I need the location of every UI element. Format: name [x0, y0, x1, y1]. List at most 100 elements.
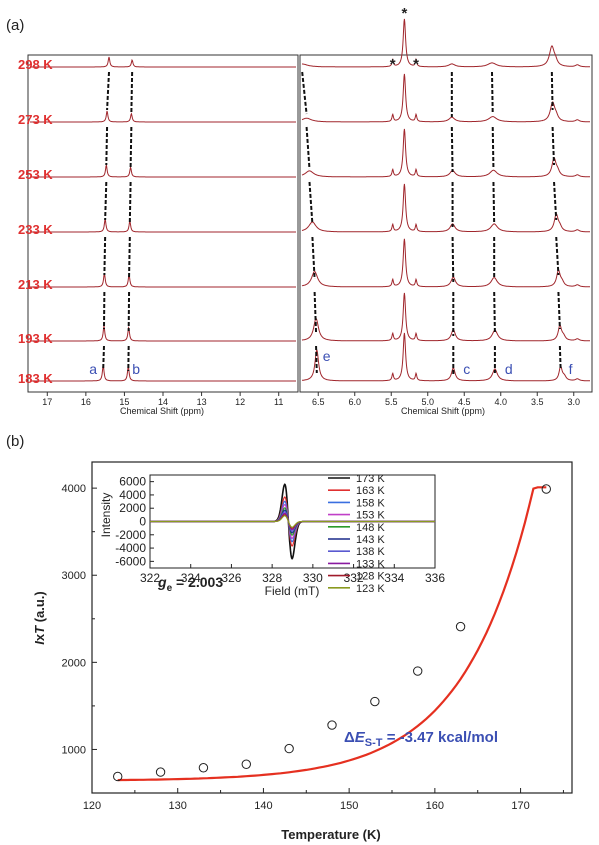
inset-x-tick-label: 334 [384, 571, 404, 585]
right-x-tick-label: 5.0 [421, 397, 434, 407]
temperature-label: 273 K [18, 112, 53, 127]
temperature-label: 253 K [18, 167, 53, 182]
peak-trend-a [104, 181, 108, 221]
left-x-tick-label: 15 [119, 397, 129, 407]
fit-curve [117, 486, 547, 782]
inset-x-tick-label: 336 [425, 571, 445, 585]
right-x-axis-title: Chemical Shift (ppm) [401, 406, 485, 416]
right-x-tick-label: 3.0 [567, 397, 580, 407]
left-x-tick-label: 12 [235, 397, 245, 407]
data-point [198, 763, 209, 773]
left-x-tick-label: 13 [197, 397, 207, 407]
inset-background [108, 473, 398, 601]
left-x-tick-label: 16 [81, 397, 91, 407]
legend-label: 138 K [356, 546, 385, 558]
peak-trend-a [105, 126, 109, 166]
nmr-trace-left [30, 273, 296, 288]
peak-trend-f [555, 236, 560, 276]
nmr-trace-right [301, 183, 590, 233]
legend-label: 128 K [356, 571, 385, 583]
peak-trend-b [128, 236, 131, 278]
peak-label-e: e [323, 348, 331, 364]
nmr-trace-left [30, 56, 296, 68]
peak-trend-d [492, 181, 496, 225]
data-point [413, 666, 423, 676]
panel-b-label: (b) [6, 433, 24, 450]
left-x-tick-label: 11 [274, 397, 283, 407]
b-x-tick-label: 140 [254, 800, 272, 812]
legend-label: 153 K [356, 510, 385, 522]
legend-label: 143 K [356, 534, 385, 546]
nmr-left-panel: 17 16 15 14 13 12 11 [27, 54, 299, 407]
nmr-trace-right [301, 238, 590, 288]
peak-trend-e [305, 126, 311, 170]
inset-x-tick-label: 328 [262, 571, 282, 585]
nmr-peak-trend-lines [102, 71, 562, 376]
ixt-plot: 120 130 140 150 160 170 1000 2000 3000 4000 [62, 461, 573, 812]
peak-trend-d [490, 71, 494, 115]
nmr-trace-right [302, 332, 590, 382]
right-x-tick-label: 4.0 [494, 397, 507, 407]
inset-x-axis-title: Field (mT) [265, 584, 320, 598]
right-x-tick-label: 4.5 [458, 397, 471, 407]
inset-y-tick-label: -6000 [115, 554, 146, 568]
peak-trend-b [130, 71, 134, 113]
left-x-tick-label: 17 [42, 397, 52, 407]
legend-label: 173 K [356, 473, 385, 485]
inset-y-tick-label: -4000 [115, 541, 146, 555]
peak-trend-b [128, 181, 132, 223]
right-x-tick-label: 5.5 [385, 397, 398, 407]
legend-label: 133 K [356, 558, 385, 570]
peak-trend-a [103, 236, 107, 276]
nmr-trace-left [30, 219, 296, 233]
solvent-star: * [401, 5, 407, 22]
peak-trend-c [450, 126, 454, 173]
left-x-axis-title: Chemical Shift (ppm) [120, 406, 204, 416]
inset-y-tick-label: 4000 [119, 488, 146, 502]
peak-trend-f [557, 291, 561, 330]
inset-x-tick-label: 330 [303, 571, 323, 585]
nmr-trace-right [301, 292, 590, 342]
nmr-trace-left [30, 325, 296, 342]
temperature-label: 233 K [18, 222, 53, 237]
peak-trend-e [301, 71, 308, 115]
right-x-tick-label: 6.0 [348, 397, 361, 407]
b-y-tick-label: 4000 [62, 483, 86, 495]
right-frame [299, 54, 593, 393]
right-x-tick-label: 6.5 [312, 397, 325, 407]
peak-trend-e [308, 181, 314, 225]
peak-label-a: a [89, 361, 97, 377]
peak-trend-e [313, 291, 318, 334]
data-point [113, 771, 123, 782]
b-y-tick-label: 3000 [62, 570, 86, 582]
peak-trend-f [550, 71, 554, 111]
peak-label-b: b [132, 361, 140, 377]
inset-y-axis-title: Intensity [99, 493, 113, 538]
nmr-trace-right [301, 73, 590, 123]
b-y-tick-label: 1000 [62, 744, 86, 756]
peak-trend-a [102, 345, 105, 370]
b-x-tick-label: 130 [169, 800, 187, 812]
nmr-peak-labels: a bec d f [89, 348, 572, 377]
peak-trend-d [491, 126, 495, 170]
b-x-tick-label: 170 [511, 800, 529, 812]
b-y-axis-title: IxT (a.u.) [32, 591, 47, 644]
epr-inset: 322 324 326 328 330 332 334 336 6000400020000-20… [108, 473, 445, 601]
b-x-tick-label: 160 [426, 800, 444, 812]
solvent-star: * [413, 56, 419, 73]
panel-a-label: (a) [6, 17, 24, 34]
peak-trend-f [551, 126, 556, 166]
nmr-right-panel: 6.5 6.0 5.5 5.0 4.5 4.0 3.5 3.0 [299, 18, 593, 407]
legend-label: 163 K [356, 485, 385, 497]
data-point [541, 484, 551, 494]
peak-trend-d [493, 291, 496, 334]
peak-trend-e [315, 345, 318, 374]
inset-y-tick-label: 2000 [119, 501, 146, 515]
data-point [370, 696, 380, 707]
right-x-tick-label: 3.5 [531, 397, 544, 407]
b-x-tick-label: 120 [83, 800, 101, 812]
data-point [155, 767, 166, 777]
nmr-temperature-labels: 298 K 273 K 253 K 233 K 213 K 193 K 183 K [18, 57, 53, 386]
inset-y-tick-label: 0 [139, 515, 146, 529]
